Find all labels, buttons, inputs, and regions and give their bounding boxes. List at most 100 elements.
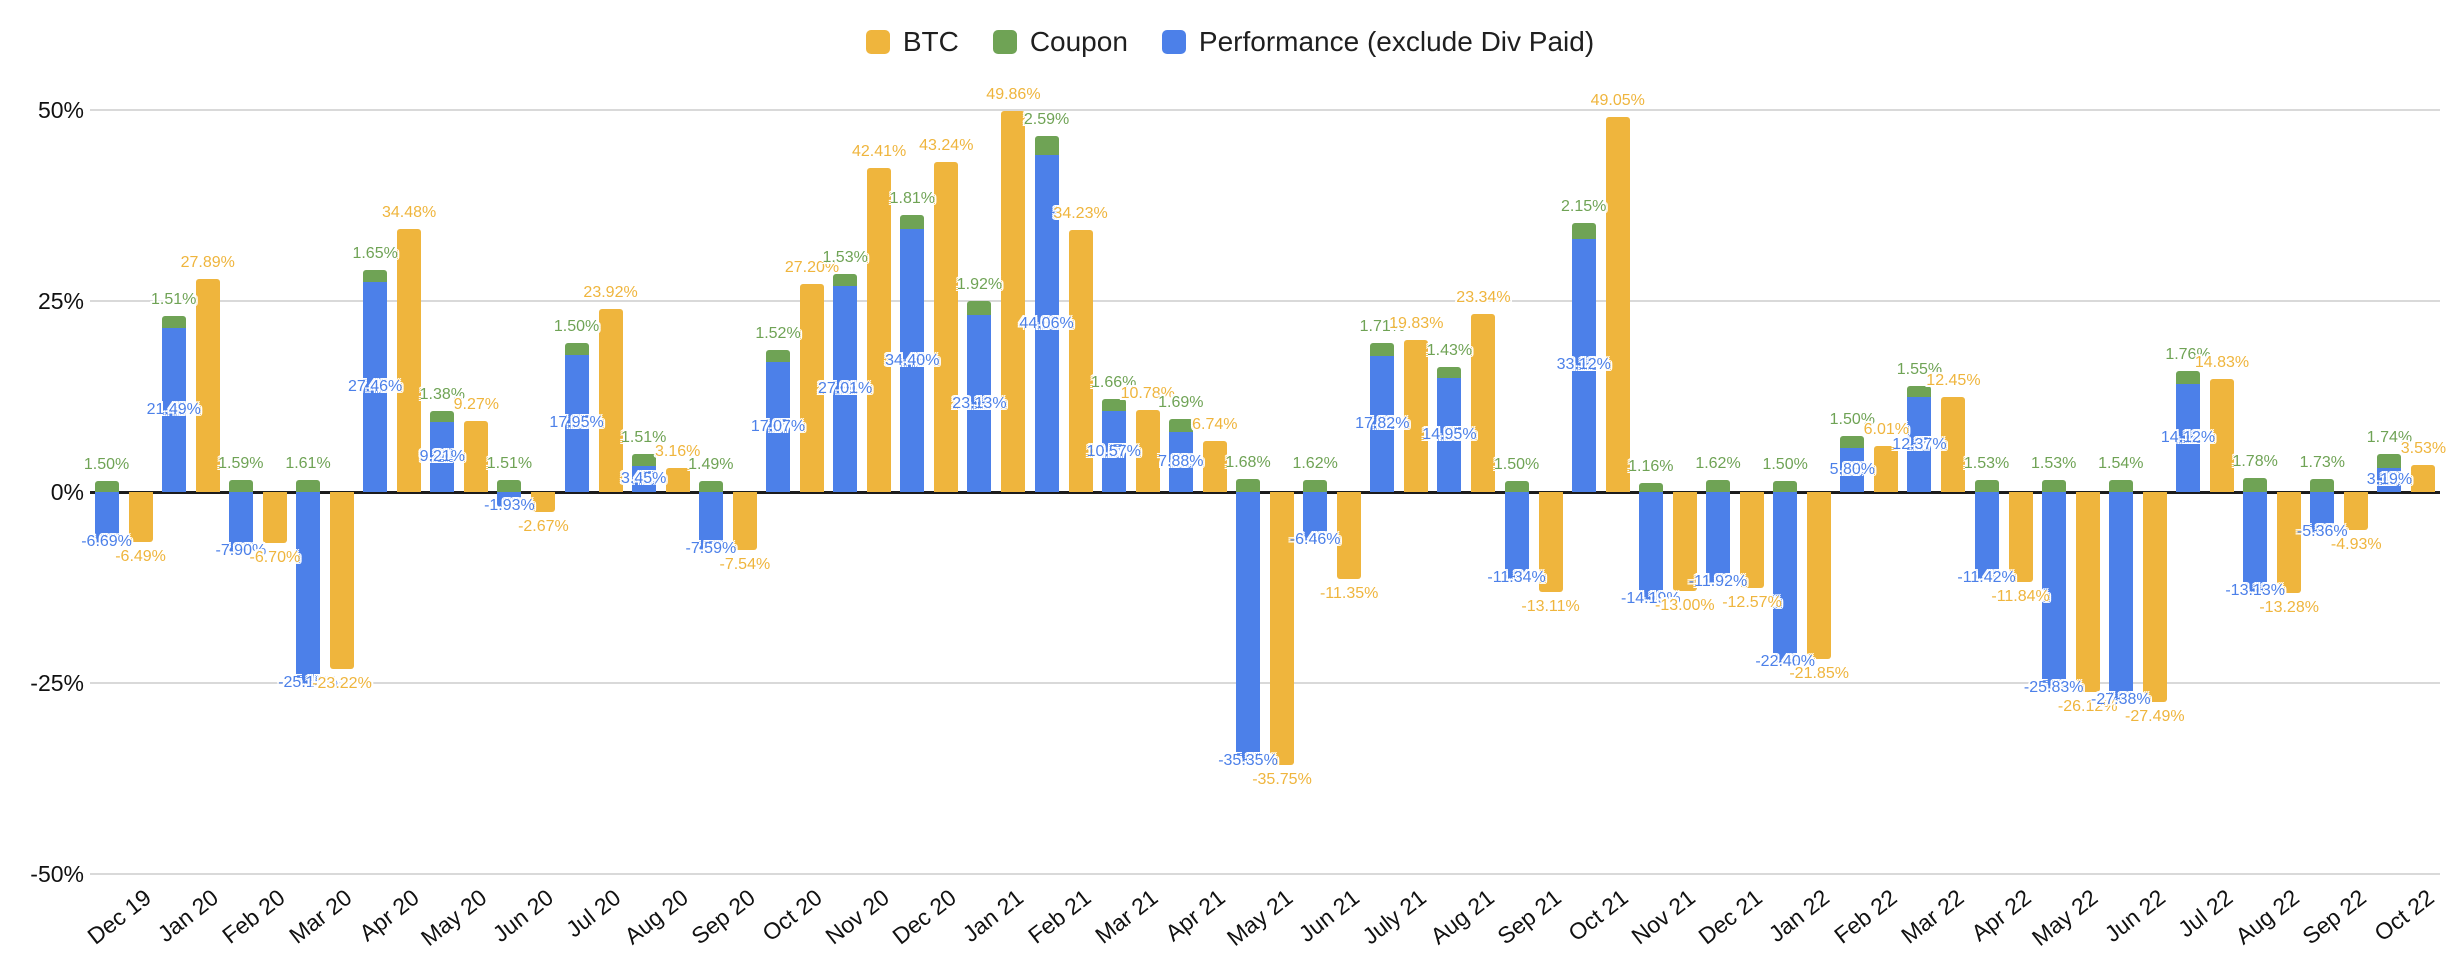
btc-bar (128, 492, 153, 542)
y-tick-label: -50% (30, 861, 84, 887)
coupon-segment (900, 215, 925, 230)
legend-item-coupon[interactable]: Coupon (992, 26, 1128, 58)
btc-value-label: -35.75% (1252, 771, 1312, 789)
performance-bar (766, 361, 790, 492)
btc-value-label: -13.00% (1655, 597, 1715, 615)
x-axis-label: Jul 22 (2172, 884, 2238, 943)
coupon-segment (766, 349, 790, 362)
btc-value-label: -4.93% (2330, 535, 2382, 553)
performance-bar (1437, 377, 1462, 492)
coupon-segment (161, 316, 186, 328)
performance-value-label: -35.35% (1218, 752, 1278, 770)
btc-bar (1874, 446, 1899, 492)
legend-label-coupon: Coupon (1029, 26, 1128, 57)
performance-value-label: -25.83% (2023, 679, 2084, 697)
btc-value-label: 34.23% (1053, 205, 1108, 223)
x-axis-label: Mar 21 (1090, 884, 1163, 949)
legend-item-performance[interactable]: Performance (exclude Div Paid) (1161, 26, 1594, 58)
legend-item-btc[interactable]: BTC (865, 26, 959, 58)
performance-value-label: -11.34% (1487, 568, 1546, 586)
coupon-segment (1101, 398, 1126, 412)
performance-bar (2243, 492, 2268, 593)
btc-bar (1135, 409, 1160, 492)
btc-bar (1202, 440, 1227, 492)
coupon-segment (1773, 480, 1798, 492)
x-axis-label: Nov 21 (1626, 884, 1700, 950)
coupon-value-label: 1.16% (1628, 458, 1674, 476)
coupon-segment (430, 411, 455, 422)
coupon-segment (833, 273, 858, 286)
x-axis-label: Sep 22 (2297, 884, 2372, 950)
btc-bar (1270, 492, 1294, 766)
coupon-segment (497, 480, 522, 492)
btc-value-label: -21.85% (1789, 664, 1849, 682)
performance-value-label: -7.90% (215, 542, 267, 560)
performance-bar (497, 492, 522, 507)
coupon-segment (2377, 454, 2402, 468)
performance-value-label: 27.46% (348, 378, 403, 396)
btc-value-label: 19.83% (1389, 315, 1444, 333)
btc-color-swatch (865, 30, 890, 54)
btc-value-label: 42.41% (852, 142, 907, 160)
coupon-color-swatch (992, 30, 1017, 54)
btc-bar (1605, 117, 1630, 492)
coupon-segment (1236, 479, 1260, 492)
btc-bar (2344, 492, 2369, 530)
x-axis-label: July 21 (1357, 884, 1432, 950)
performance-bar (698, 492, 723, 550)
btc-value-label: 49.86% (986, 86, 1041, 104)
btc-value-label: 3.53% (2400, 440, 2447, 458)
x-axis-label: Apr 22 (1966, 884, 2036, 947)
btc-bar (1672, 492, 1697, 592)
coupon-value-label: 1.50% (1762, 455, 1808, 473)
btc-value-label: 10.78% (1120, 384, 1175, 402)
coupon-value-label: 1.81% (889, 190, 935, 208)
btc-bar (934, 161, 959, 492)
btc-value-label: -7.54% (719, 555, 771, 573)
coupon-segment (1168, 418, 1193, 432)
performance-bar (1907, 397, 1932, 492)
coupon-segment (2176, 370, 2200, 385)
x-axis-label: Oct 22 (2369, 884, 2439, 947)
legend-label-btc: BTC (902, 26, 959, 57)
coupon-value-label: 1.50% (1829, 411, 1875, 429)
coupon-segment (363, 269, 388, 283)
btc-bar (1068, 230, 1093, 492)
btc-bar (1807, 492, 1832, 659)
coupon-value-label: 1.71% (1359, 317, 1405, 335)
performance-value-label: 7.88% (1158, 452, 1204, 470)
x-axis-label: Jan 20 (152, 884, 223, 948)
gridline (90, 109, 2440, 111)
y-tick-label: 50% (37, 97, 84, 123)
coupon-value-label: 1.53% (822, 248, 868, 266)
performance-color-swatch (1161, 30, 1186, 54)
performance-bar (1773, 492, 1798, 664)
btc-bar (2008, 492, 2033, 583)
coupon-segment (967, 300, 992, 316)
performance-bar (430, 421, 455, 492)
performance-bar (2108, 492, 2133, 702)
coupon-segment (228, 479, 253, 492)
btc-value-label: -26.12% (2057, 697, 2118, 715)
coupon-segment (1303, 479, 1328, 492)
performance-bar (2377, 467, 2402, 492)
coupon-value-label: 1.69% (1158, 393, 1204, 411)
btc-value-label: 27.89% (180, 253, 235, 271)
performance-value-label: -22.40% (1755, 653, 1815, 671)
coupon-segment (1638, 483, 1663, 492)
btc-value-label: -11.84% (1991, 588, 2050, 606)
coupon-value-label: 1.43% (1426, 341, 1473, 359)
coupon-segment (2108, 480, 2133, 492)
coupon-value-label: 1.74% (2366, 429, 2413, 447)
performance-bar (1974, 492, 1999, 580)
coupon-value-label: 2.59% (1023, 110, 1070, 128)
btc-value-label: -23.22% (312, 675, 372, 693)
performance-value-label: 17.82% (1355, 414, 1410, 432)
coupon-value-label: 1.73% (2299, 453, 2345, 471)
btc-bar (1740, 492, 1764, 589)
coupon-segment (94, 480, 119, 492)
performance-value-label: -11.92% (1688, 573, 1748, 591)
btc-value-label: 12.45% (1926, 371, 1981, 389)
